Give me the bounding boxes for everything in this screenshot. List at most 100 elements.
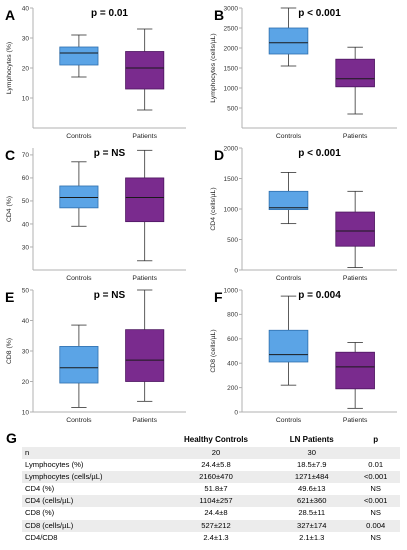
patients-box xyxy=(125,329,165,382)
controls-value: 2160±470 xyxy=(159,471,273,484)
y-axis-label: CD4 (%) xyxy=(6,196,13,222)
x-category-label: Patients xyxy=(132,417,157,424)
table-header-p: p xyxy=(373,435,379,444)
p-value: NS xyxy=(370,484,381,494)
y-tick-label: 30 xyxy=(22,348,30,355)
patients-box xyxy=(125,51,165,90)
y-tick-label: 0 xyxy=(234,409,238,416)
controls-box xyxy=(59,185,99,209)
panel-letter: E xyxy=(5,289,14,305)
table-row: CD8 (cells/µL) 527±212 327±174 0.004 xyxy=(22,519,400,532)
table-header-controls: Healthy Controls xyxy=(183,435,248,444)
patients-box xyxy=(335,58,375,88)
p-value xyxy=(351,447,400,460)
panel-title: p < 0.001 xyxy=(298,8,341,19)
row-label: CD8 (%) xyxy=(25,508,55,518)
patients-value: 2.1±1.3 xyxy=(299,532,325,542)
y-axis-label: CD8 (%) xyxy=(6,338,13,364)
x-category-label: Patients xyxy=(132,275,157,282)
y-axis-label: CD4 (cells/µL) xyxy=(210,187,217,230)
y-tick-label: 200 xyxy=(227,385,238,392)
y-tick-label: 1500 xyxy=(224,65,239,72)
y-tick-label: 20 xyxy=(22,379,30,386)
table-row: Lymphocytes (%) 24.4±5.8 18.5±7.9 0.01 xyxy=(22,459,400,471)
panel-letter-g: G xyxy=(6,430,17,446)
x-category-label: Controls xyxy=(276,275,302,282)
table-row: CD4 (%) 51.8±7 49.6±13 NS xyxy=(22,483,400,495)
table-row: CD4/CD8 2.4±1.3 2.1±1.3 NS xyxy=(22,532,400,544)
x-category-label: Patients xyxy=(343,275,368,282)
y-tick-label: 10 xyxy=(22,95,30,102)
p-value: NS xyxy=(370,532,381,542)
table-header-patients: LN Patients xyxy=(289,435,334,444)
p-value: NS xyxy=(370,508,381,518)
row-label: CD4/CD8 xyxy=(25,532,58,542)
table-row: CD4 (cells/µL) 1104±257 621±360 <0.001 xyxy=(22,495,400,508)
patients-box xyxy=(335,211,375,247)
patients-value: 28.5±11 xyxy=(298,508,326,518)
controls-box xyxy=(268,329,309,363)
y-tick-label: 500 xyxy=(227,237,238,244)
controls-box xyxy=(59,46,99,66)
y-tick-label: 400 xyxy=(227,361,238,368)
x-category-label: Controls xyxy=(66,417,92,424)
y-tick-label: 1500 xyxy=(224,176,239,183)
panel-title: p = NS xyxy=(94,290,126,301)
panel-letter: F xyxy=(214,289,223,305)
y-tick-label: 50 xyxy=(22,198,30,205)
y-tick-label: 20 xyxy=(22,65,30,72)
y-tick-label: 3000 xyxy=(224,5,239,12)
patients-value: 327±174 xyxy=(272,519,352,532)
table-row: Lymphocytes (cells/µL) 2160±470 1271±484… xyxy=(22,471,400,484)
y-tick-label: 2000 xyxy=(224,145,239,152)
row-label: CD8 (cells/µL) xyxy=(22,519,160,532)
panel-letter: D xyxy=(214,147,224,163)
y-tick-label: 40 xyxy=(22,221,30,228)
controls-value: 20 xyxy=(159,447,273,460)
y-tick-label: 2000 xyxy=(224,45,239,52)
y-tick-label: 0 xyxy=(234,267,238,274)
panel-title: p = NS xyxy=(94,148,126,159)
y-tick-label: 2500 xyxy=(224,25,239,32)
patients-value: 49.6±13 xyxy=(298,484,326,494)
x-category-label: Controls xyxy=(276,417,302,424)
row-label: n xyxy=(22,447,160,460)
controls-value: 1104±257 xyxy=(159,495,273,508)
y-tick-label: 70 xyxy=(22,152,30,159)
panel-title: p < 0.001 xyxy=(298,148,341,159)
y-tick-label: 1000 xyxy=(224,85,239,92)
patients-value: 30 xyxy=(272,447,352,460)
controls-box xyxy=(59,346,99,384)
y-tick-label: 30 xyxy=(22,244,30,251)
y-tick-label: 1000 xyxy=(224,206,239,213)
x-category-label: Controls xyxy=(276,133,302,140)
panel-letter: C xyxy=(5,147,15,163)
p-value: <0.001 xyxy=(351,471,400,484)
controls-value: 527±212 xyxy=(159,519,273,532)
controls-box xyxy=(268,190,309,211)
table-row: CD8 (%) 24.4±8 28.5±11 NS xyxy=(22,507,400,519)
panel-title: p = 0.004 xyxy=(298,290,341,301)
panel-letter: A xyxy=(5,7,15,23)
y-axis-label: Lymphocytes (%) xyxy=(6,42,13,94)
patients-value: 621±360 xyxy=(272,495,352,508)
p-value: 0.004 xyxy=(351,519,400,532)
patients-box xyxy=(125,177,165,223)
table-header-row: Healthy Controls LN Patients p xyxy=(22,432,400,447)
table-row: n 20 30 xyxy=(22,447,400,460)
row-label: CD4 (%) xyxy=(25,484,55,494)
row-label: Lymphocytes (cells/µL) xyxy=(22,471,160,484)
controls-value: 51.8±7 xyxy=(204,484,228,494)
y-tick-label: 50 xyxy=(22,287,30,294)
row-label: CD4 (cells/µL) xyxy=(22,495,160,508)
patients-box xyxy=(335,351,375,390)
x-category-label: Patients xyxy=(343,133,368,140)
y-tick-label: 40 xyxy=(22,5,30,12)
